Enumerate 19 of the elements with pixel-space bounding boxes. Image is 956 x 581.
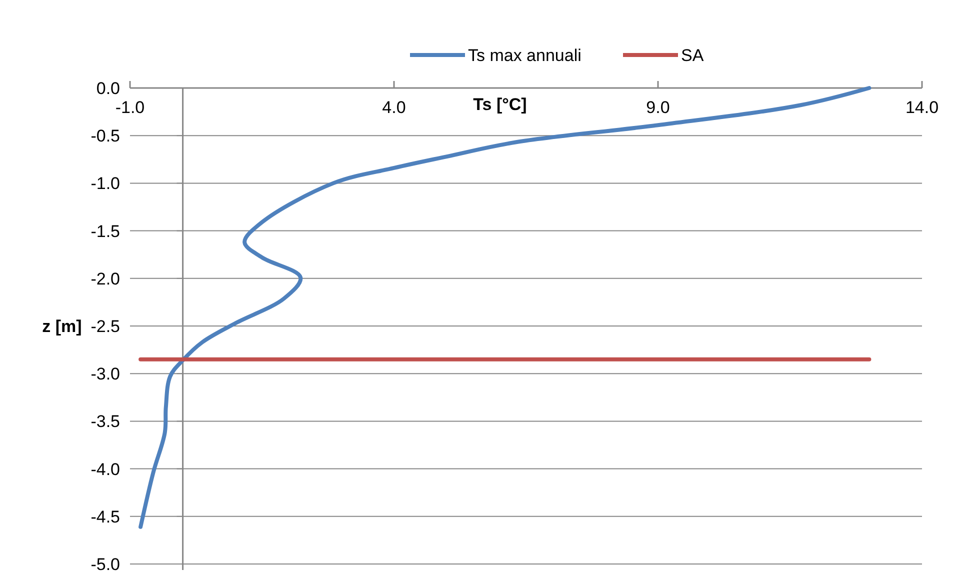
x-tick-label: -1.0 — [115, 98, 145, 117]
x-tick-label: 9.0 — [646, 98, 670, 117]
y-axis-title: z [m] — [42, 317, 82, 336]
y-tick-label: -2.5 — [90, 317, 120, 336]
y-tick-label: -5.0 — [90, 555, 120, 574]
y-tick-label: -1.5 — [90, 222, 120, 241]
y-tick-label: -3.5 — [90, 412, 120, 432]
y-tick-label: -4.0 — [90, 460, 120, 479]
x-tick-label: 4.0 — [382, 98, 406, 117]
legend-label: Ts max annuali — [468, 46, 582, 65]
y-tick-label: -0.5 — [90, 126, 120, 146]
y-tick-label: 0.0 — [96, 79, 120, 98]
y-tick-label: -2.0 — [90, 269, 120, 288]
y-tick-label: -3.0 — [90, 364, 120, 384]
y-tick-label: -4.5 — [90, 507, 120, 526]
legend-label: SA — [681, 46, 704, 65]
x-tick-label: 14.0 — [905, 98, 939, 117]
x-axis-title: Ts [°C] — [473, 95, 527, 114]
y-tick-label: -1.0 — [90, 174, 120, 194]
